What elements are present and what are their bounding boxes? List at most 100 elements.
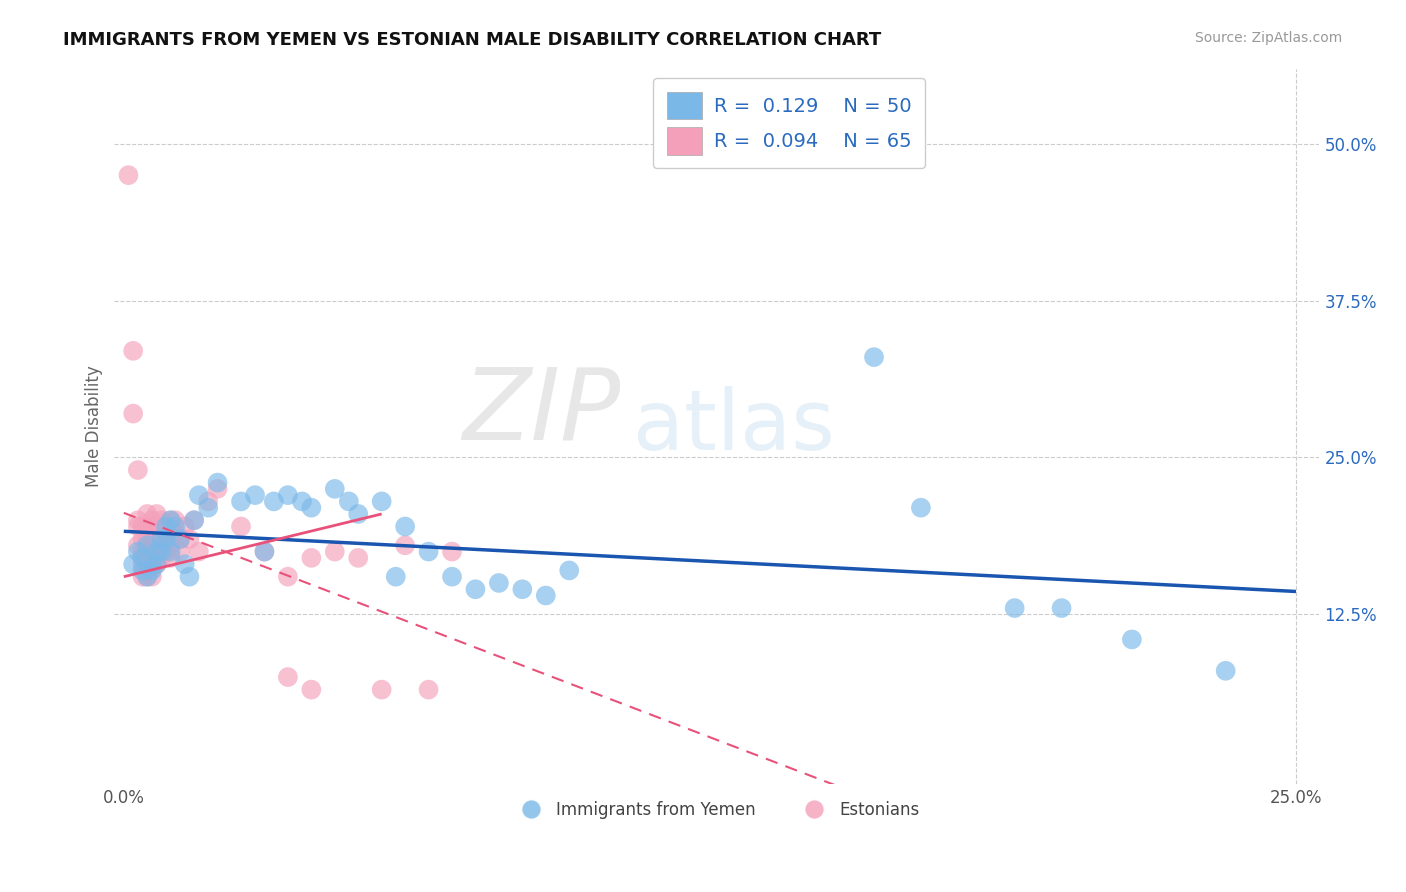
Point — [418, 682, 440, 697]
Point — [183, 513, 205, 527]
Point — [136, 561, 159, 575]
Point — [122, 407, 145, 421]
Point — [141, 549, 163, 563]
Point — [169, 532, 191, 546]
Point — [159, 513, 181, 527]
Point — [150, 538, 173, 552]
Point — [179, 570, 201, 584]
Point — [159, 525, 181, 540]
Point — [136, 570, 159, 584]
Point — [127, 538, 149, 552]
Point — [141, 563, 163, 577]
Point — [169, 532, 191, 546]
Point — [145, 557, 167, 571]
Text: IMMIGRANTS FROM YEMEN VS ESTONIAN MALE DISABILITY CORRELATION CHART: IMMIGRANTS FROM YEMEN VS ESTONIAN MALE D… — [63, 31, 882, 49]
Point — [150, 550, 173, 565]
Point — [127, 544, 149, 558]
Text: ZIP: ZIP — [463, 363, 620, 460]
Point — [370, 682, 392, 697]
Point — [1215, 664, 1237, 678]
Point — [165, 525, 187, 540]
Point — [141, 561, 163, 575]
Point — [141, 538, 163, 552]
Point — [155, 544, 177, 558]
Point — [159, 544, 181, 558]
Point — [131, 570, 153, 584]
Point — [150, 544, 173, 558]
Point — [127, 513, 149, 527]
Point — [197, 494, 219, 508]
Point — [299, 500, 322, 515]
Point — [127, 519, 149, 533]
Point — [253, 544, 276, 558]
Point — [370, 494, 392, 508]
Point — [136, 550, 159, 565]
Point — [187, 488, 209, 502]
Point — [323, 482, 346, 496]
Point — [136, 519, 159, 533]
Point — [159, 538, 181, 552]
Point — [207, 475, 229, 490]
Point — [347, 550, 370, 565]
Point — [141, 513, 163, 527]
Point — [131, 563, 153, 577]
Point — [229, 519, 252, 533]
Text: Source: ZipAtlas.com: Source: ZipAtlas.com — [1195, 31, 1343, 45]
Y-axis label: Male Disability: Male Disability — [86, 365, 103, 487]
Point — [1121, 632, 1143, 647]
Point — [145, 532, 167, 546]
Point — [910, 500, 932, 515]
Point — [534, 589, 557, 603]
Point — [150, 525, 173, 540]
Point — [179, 532, 201, 546]
Point — [277, 570, 299, 584]
Point — [277, 488, 299, 502]
Point — [263, 494, 285, 508]
Point — [165, 513, 187, 527]
Point — [127, 463, 149, 477]
Text: atlas: atlas — [633, 385, 834, 467]
Point — [131, 544, 153, 558]
Point — [1004, 601, 1026, 615]
Point — [150, 532, 173, 546]
Point — [173, 519, 195, 533]
Point — [159, 550, 181, 565]
Point — [197, 500, 219, 515]
Point — [440, 544, 463, 558]
Point — [131, 550, 153, 565]
Point — [155, 532, 177, 546]
Point — [558, 563, 581, 577]
Point — [488, 576, 510, 591]
Point — [159, 513, 181, 527]
Point — [394, 538, 416, 552]
Point — [155, 519, 177, 533]
Point — [299, 550, 322, 565]
Point — [136, 541, 159, 555]
Point — [863, 350, 886, 364]
Point — [1050, 601, 1073, 615]
Point — [394, 519, 416, 533]
Point — [136, 570, 159, 584]
Point — [337, 494, 360, 508]
Point — [299, 682, 322, 697]
Point — [136, 507, 159, 521]
Point — [131, 532, 153, 546]
Point — [131, 519, 153, 533]
Point — [122, 343, 145, 358]
Point — [277, 670, 299, 684]
Point — [169, 544, 191, 558]
Point — [150, 513, 173, 527]
Legend: Immigrants from Yemen, Estonians: Immigrants from Yemen, Estonians — [508, 794, 927, 825]
Point — [136, 532, 159, 546]
Point — [117, 168, 139, 182]
Point — [323, 544, 346, 558]
Point — [131, 557, 153, 571]
Point — [347, 507, 370, 521]
Point — [187, 544, 209, 558]
Point — [418, 544, 440, 558]
Point — [291, 494, 314, 508]
Point — [207, 482, 229, 496]
Point — [155, 519, 177, 533]
Point — [122, 557, 145, 571]
Point — [440, 570, 463, 584]
